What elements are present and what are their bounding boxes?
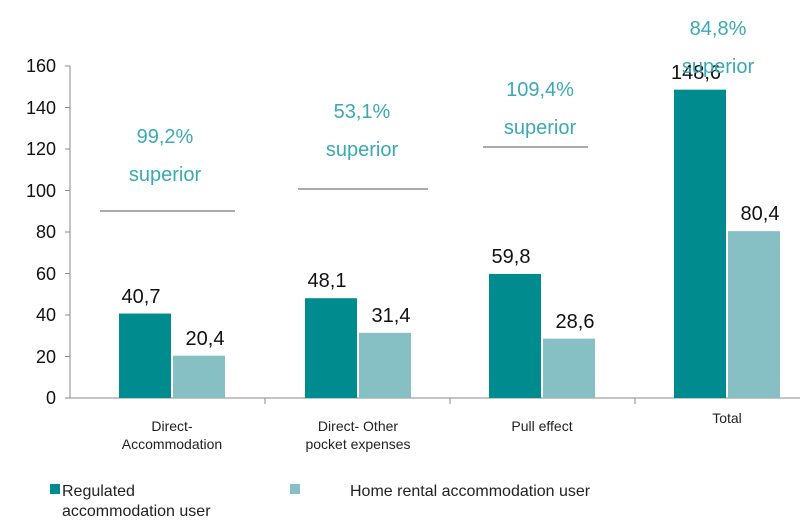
legend-label: Home rental accommodation user [350, 483, 591, 500]
bar [674, 89, 726, 398]
y-tick-label: 120 [25, 138, 56, 159]
annotation: 53,1% superior [325, 101, 399, 161]
y-tick-label: 0 [45, 387, 56, 408]
bar [543, 338, 595, 398]
x-tick-label: Total [712, 410, 742, 426]
y-tick-label: 160 [25, 55, 56, 76]
bar [119, 313, 171, 398]
y-tick-label: 80 [35, 221, 56, 242]
bar [173, 355, 225, 398]
data-label: 40,7 [121, 285, 161, 308]
data-label: 20,4 [185, 327, 225, 350]
y-tick-label: 60 [35, 263, 56, 284]
annotation: 109,4% superior [503, 79, 577, 139]
data-label: 31,4 [371, 304, 411, 327]
y-tick-label: 140 [25, 97, 56, 118]
legend-label: Regulated accommodation user [62, 483, 211, 520]
y-tick-label: 100 [25, 180, 56, 201]
bar [728, 231, 780, 398]
bar [489, 273, 541, 398]
data-label: 59,8 [491, 245, 531, 268]
data-label: 148,6 [670, 61, 722, 84]
annotation: 99,2% superior [128, 126, 202, 186]
x-tick-label: Pull effect [511, 418, 573, 434]
annotation: 84,8% superior [681, 18, 755, 78]
y-tick-label: 40 [35, 304, 56, 325]
bar [305, 298, 357, 398]
data-label: 80,4 [740, 203, 780, 226]
x-tick-label: Direct- Other pocket expenses [305, 418, 411, 452]
bar [359, 332, 411, 398]
data-label: 48,1 [307, 270, 347, 293]
legend-marker [50, 484, 60, 494]
x-tick-label: Direct- Accommodation [121, 418, 223, 452]
y-tick-label: 20 [35, 346, 56, 367]
data-label: 28,6 [555, 310, 595, 333]
legend-marker [290, 484, 300, 494]
